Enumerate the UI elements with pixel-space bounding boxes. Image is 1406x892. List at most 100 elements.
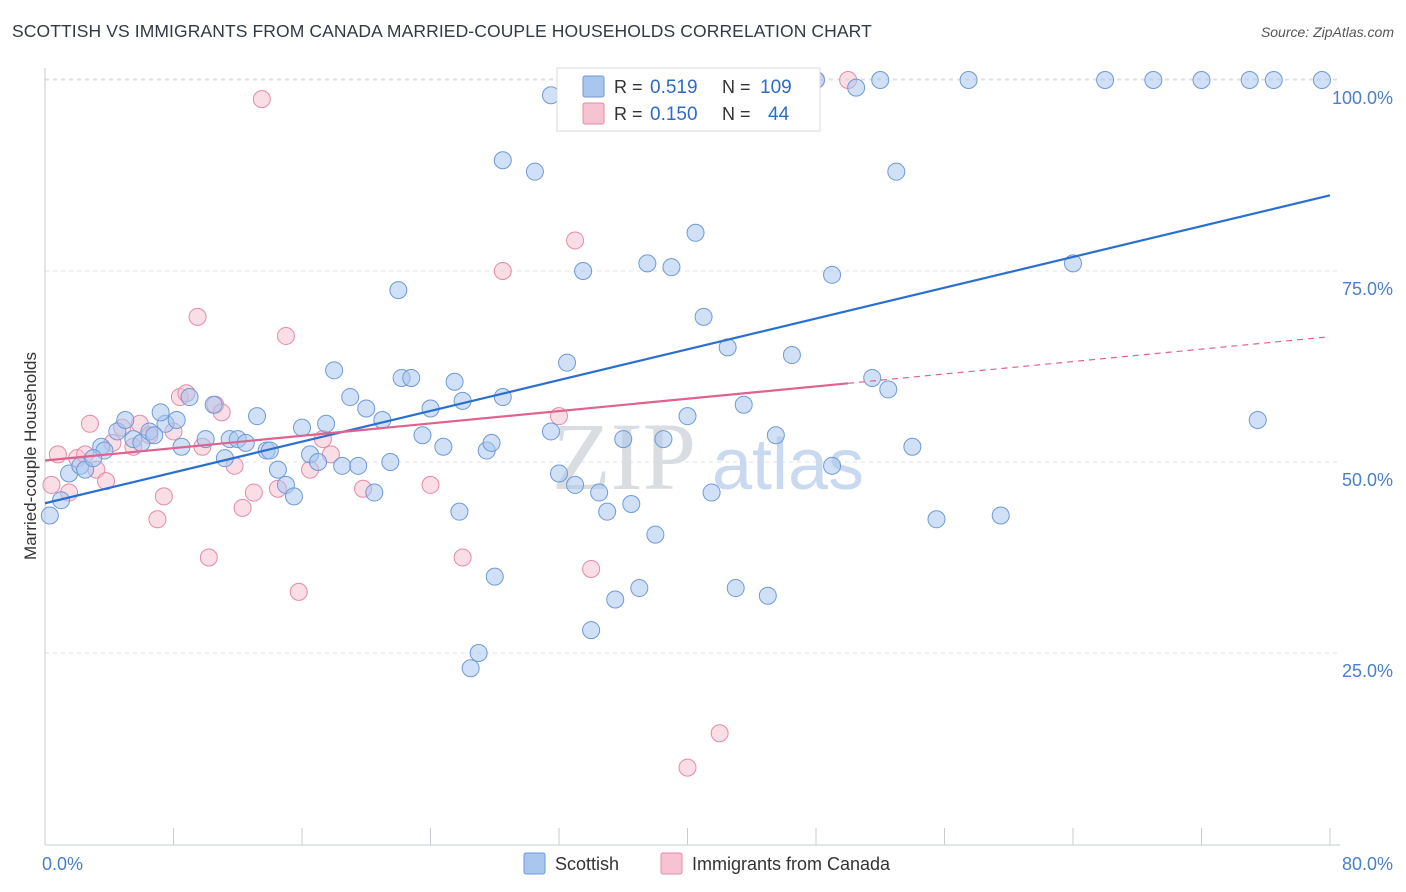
scottish-point: [1192, 71, 1211, 89]
scottish-point: [823, 265, 842, 284]
grid-lines: [45, 78, 1340, 654]
legend-swatch-canada: [582, 102, 605, 125]
scottish-point: [879, 380, 898, 399]
scottish-point: [450, 502, 469, 521]
x-tick-label-max: 80.0%: [1342, 854, 1393, 874]
legend-swatch-scottish: [582, 75, 605, 98]
tick-labels: 25.0% 50.0% 75.0% 100.0% 0.0% 80.0%: [42, 88, 1393, 874]
scottish-point: [991, 506, 1010, 525]
legend-r-label-1: R =: [614, 77, 643, 97]
legend-n-label-2: N =: [722, 104, 751, 124]
scottish-point: [365, 483, 384, 502]
scottish-point: [614, 430, 633, 449]
y-tick-label: 75.0%: [1342, 279, 1393, 299]
scottish-point: [654, 430, 673, 449]
scottish-point: [541, 422, 560, 441]
canada-point: [421, 475, 440, 494]
canada-point: [453, 548, 472, 567]
canada-point: [154, 487, 173, 506]
scottish-point: [558, 353, 577, 372]
scottish-point: [550, 464, 568, 483]
canada-point: [582, 559, 601, 578]
canada-point: [244, 483, 263, 502]
scottish-point: [84, 449, 103, 468]
legend-top: R = 0.519 N = 109 R = 0.150 N = 44: [556, 67, 821, 132]
canada-point: [42, 475, 61, 494]
scottish-point: [927, 510, 946, 529]
scottish-point: [151, 403, 170, 422]
scottish-point: [823, 456, 842, 475]
legend-r-value-2: 0.150: [650, 104, 698, 125]
scottish-point: [606, 590, 625, 609]
scottish-point: [1240, 71, 1259, 89]
scottish-point: [622, 495, 641, 514]
y-axis-label: Married-couple Households: [21, 352, 40, 560]
scottish-point: [566, 475, 585, 494]
scottish-point: [630, 579, 649, 598]
scottish-point: [434, 437, 453, 456]
scottish-point: [1096, 71, 1115, 89]
watermark-atlas: atlas: [712, 425, 864, 505]
scottish-point: [317, 414, 336, 433]
legend-r-value-1: 0.519: [650, 77, 698, 98]
scottish-point: [662, 258, 681, 277]
canada-point: [710, 724, 729, 743]
scottish-point: [402, 368, 421, 387]
scottish-point: [413, 426, 432, 445]
watermark-zip: ZIP: [552, 403, 696, 510]
scottish-point: [309, 453, 328, 471]
scottish-point: [525, 162, 544, 181]
scottish-point: [196, 430, 215, 449]
scottish-point: [349, 456, 368, 475]
scottish-point: [1312, 71, 1331, 89]
scottish-point: [493, 151, 512, 170]
legend-n-label-1: N =: [722, 77, 751, 97]
canada-point: [80, 414, 99, 433]
scottish-point: [590, 483, 609, 502]
canada-point: [199, 548, 218, 567]
canada-point: [233, 498, 252, 517]
scottish-point: [782, 346, 801, 365]
scottish-point: [863, 368, 882, 387]
scottish-point: [646, 525, 665, 544]
scottish-point: [1248, 410, 1267, 429]
legend-n-value-2: 44: [768, 104, 790, 125]
scottish-point: [40, 506, 59, 525]
scottish-point: [461, 659, 480, 678]
legend-bottom: Scottish Immigrants from Canada: [523, 852, 891, 875]
canada-point: [276, 326, 295, 345]
scottish-point: [145, 426, 164, 445]
legend-bottom-label-scottish: Scottish: [555, 854, 619, 874]
canada-point: [188, 307, 207, 326]
scottish-point: [1144, 71, 1163, 89]
scottish-point: [726, 579, 745, 598]
scottish-point: [1064, 254, 1082, 273]
scottish-point: [959, 71, 978, 89]
legend-bottom-swatch-scottish: [523, 852, 546, 875]
scottish-point: [325, 361, 344, 380]
scottish-point: [116, 410, 135, 429]
y-tick-label: 25.0%: [1342, 661, 1393, 681]
scottish-point: [248, 407, 267, 426]
scottish-point: [582, 621, 601, 640]
trend-line-canada-extension: [848, 336, 1331, 384]
scottish-point: [758, 586, 777, 605]
scottish-point: [598, 502, 617, 521]
scottish-point: [482, 433, 501, 452]
scottish-point: [694, 307, 713, 326]
scottish-point: [204, 395, 223, 414]
scottish-point: [293, 418, 311, 437]
scottish-point: [734, 395, 753, 414]
scottish-point: [357, 399, 376, 418]
scottish-point: [871, 71, 890, 89]
scottish-point: [847, 78, 866, 97]
canada-point: [678, 758, 697, 777]
canada-point: [566, 231, 585, 250]
y-tick-label: 50.0%: [1342, 470, 1393, 490]
legend-r-label-2: R =: [614, 104, 643, 124]
x-tick-label-min: 0.0%: [42, 854, 83, 874]
scottish-point: [167, 410, 186, 429]
trend-line-scottish: [44, 194, 1331, 505]
axes: [44, 68, 1340, 846]
